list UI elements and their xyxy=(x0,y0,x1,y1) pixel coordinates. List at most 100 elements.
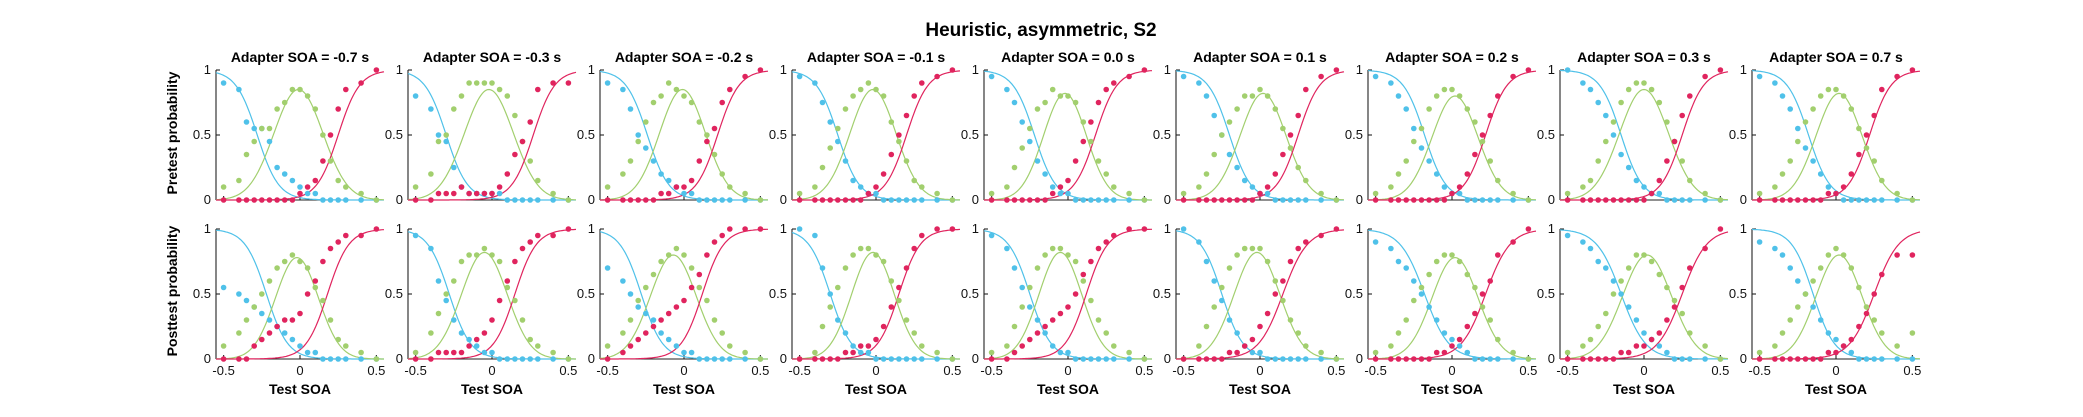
data-point-red xyxy=(1103,239,1109,245)
data-point-red xyxy=(819,356,826,362)
data-point-green xyxy=(1840,252,1847,258)
x-tick-label: -0.5 xyxy=(212,363,234,378)
x-axis-label: Test SOA xyxy=(1805,381,1867,397)
data-point-red xyxy=(1817,356,1824,362)
data-point-red xyxy=(1219,356,1225,362)
data-point-red xyxy=(489,190,495,197)
data-point-blue xyxy=(1817,317,1824,323)
x-axis-label: Test SOA xyxy=(845,381,907,397)
data-point-red xyxy=(1717,67,1724,73)
data-point-green xyxy=(1196,343,1202,349)
panel-pretest-4: Adapter SOA = -0.1 s 0 0.5 1 xyxy=(769,49,961,207)
data-point-red xyxy=(1618,197,1624,203)
data-point-red xyxy=(312,278,319,284)
data-point-green xyxy=(1180,190,1187,197)
panel-pretest-1: Adapter SOA = -0.7 s 0 0.5 1 xyxy=(193,49,385,207)
data-point-red xyxy=(1833,349,1839,356)
data-point-blue xyxy=(719,356,725,362)
data-point-green xyxy=(1656,99,1663,106)
y-tick-label: 0.5 xyxy=(1153,286,1171,301)
data-point-red xyxy=(550,232,556,239)
data-point-red xyxy=(1042,323,1048,330)
data-point-blue xyxy=(1641,184,1647,190)
data-point-green xyxy=(650,99,657,106)
data-point-blue xyxy=(620,86,626,93)
data-point-red xyxy=(919,80,925,86)
y-tick-label: 0 xyxy=(1740,192,1747,207)
data-point-blue xyxy=(1679,197,1685,203)
data-point-blue xyxy=(1126,356,1132,362)
data-point-red xyxy=(1795,356,1801,362)
data-point-green xyxy=(1395,330,1402,336)
data-point-blue xyxy=(1418,291,1425,297)
data-point-red xyxy=(435,349,442,356)
data-point-blue xyxy=(1372,239,1379,245)
data-point-red xyxy=(1641,343,1647,349)
data-point-green xyxy=(565,356,572,362)
data-point-green xyxy=(1219,132,1225,138)
data-point-green xyxy=(1641,80,1647,86)
data-point-red xyxy=(742,73,748,80)
data-point-red xyxy=(635,197,641,203)
data-point-red xyxy=(1633,343,1640,349)
data-point-green xyxy=(1126,190,1132,197)
y-tick-label: 0 xyxy=(1164,351,1171,366)
data-point-blue xyxy=(1595,258,1601,265)
data-point-red xyxy=(896,132,902,138)
data-point-green xyxy=(289,86,296,93)
data-point-red xyxy=(1303,86,1309,93)
data-point-green xyxy=(757,197,764,203)
data-point-blue xyxy=(1472,197,1478,203)
data-point-green xyxy=(1664,119,1670,125)
data-point-red xyxy=(757,67,764,73)
data-point-green xyxy=(1372,190,1379,197)
data-point-blue xyxy=(1433,171,1440,177)
data-point-green xyxy=(1510,190,1516,197)
row-label-pretest: Pretest probability xyxy=(164,71,180,194)
y-tick-label: 0 xyxy=(588,351,595,366)
data-point-green xyxy=(527,158,533,164)
data-point-red xyxy=(1226,197,1233,203)
data-point-blue xyxy=(220,284,227,291)
data-point-blue xyxy=(1027,138,1033,145)
data-point-red xyxy=(1426,356,1432,362)
fit-curve-blue xyxy=(599,231,768,360)
data-point-red xyxy=(1833,190,1839,197)
data-point-blue xyxy=(1702,197,1708,203)
data-point-blue xyxy=(1318,197,1324,203)
data-point-blue xyxy=(1272,356,1279,362)
data-point-red xyxy=(358,80,364,86)
data-point-blue xyxy=(1633,317,1640,323)
data-point-red xyxy=(1049,317,1056,323)
data-point-green xyxy=(1226,119,1233,125)
data-point-red xyxy=(1525,67,1532,73)
data-point-green xyxy=(1479,138,1486,145)
data-point-blue xyxy=(1226,151,1233,158)
data-point-blue xyxy=(1487,197,1493,203)
data-point-blue xyxy=(850,343,856,349)
data-point-blue xyxy=(1226,317,1233,323)
data-point-blue xyxy=(335,356,342,362)
data-point-red xyxy=(259,336,265,343)
data-point-blue xyxy=(1019,119,1025,125)
data-point-green xyxy=(1464,271,1471,278)
data-point-red xyxy=(1863,132,1870,138)
data-point-green xyxy=(1411,297,1417,304)
data-point-blue xyxy=(919,356,925,362)
data-point-green xyxy=(1848,106,1855,112)
data-point-green xyxy=(857,86,864,93)
data-point-blue xyxy=(1287,197,1294,203)
data-point-green xyxy=(343,343,349,349)
data-point-green xyxy=(1027,125,1033,132)
data-point-blue xyxy=(550,356,556,362)
data-point-blue xyxy=(604,80,611,86)
data-point-red xyxy=(535,86,541,93)
data-point-red xyxy=(428,356,434,362)
data-point-green xyxy=(1564,349,1571,356)
data-point-green xyxy=(1618,278,1624,284)
data-point-blue xyxy=(1603,112,1609,119)
panel-title: Adapter SOA = -0.1 s xyxy=(807,49,946,65)
y-tick-label: 0.5 xyxy=(577,127,595,142)
data-point-blue xyxy=(1303,356,1309,362)
data-point-red xyxy=(650,323,657,330)
